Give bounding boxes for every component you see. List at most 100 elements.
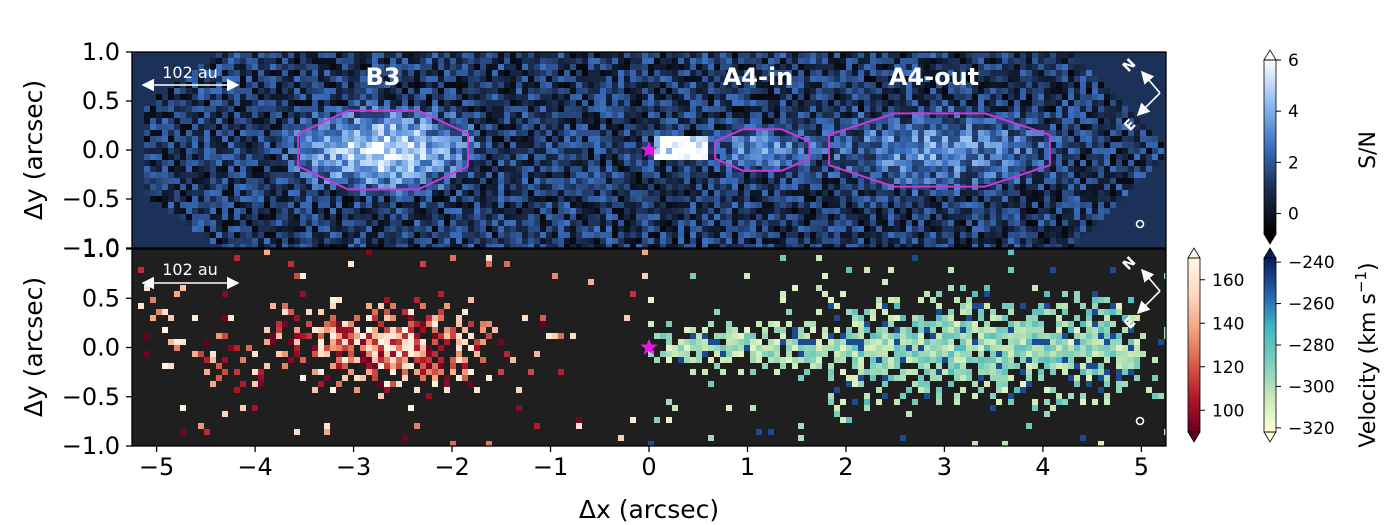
sn-pixel — [360, 160, 366, 166]
sn-pixel — [162, 184, 168, 190]
sn-pixel — [486, 106, 492, 112]
sn-pixel — [732, 124, 738, 130]
sn-pixel — [768, 208, 774, 214]
sn-pixel — [378, 154, 384, 160]
sn-pixel — [528, 106, 534, 112]
sn-pixel — [1152, 154, 1158, 160]
sn-pixel — [960, 142, 966, 148]
sn-pixel — [1110, 172, 1116, 178]
sn-pixel — [726, 124, 732, 130]
sn-pixel — [408, 184, 414, 190]
sn-pixel — [684, 130, 690, 136]
sn-pixel — [918, 88, 924, 94]
sn-pixel — [492, 136, 498, 142]
sn-pixel — [270, 214, 276, 220]
sn-pixel — [462, 136, 468, 142]
sn-pixel — [1050, 226, 1056, 232]
sn-pixel — [300, 154, 306, 160]
sn-pixel — [528, 130, 534, 136]
sn-pixel — [996, 76, 1002, 82]
sn-pixel — [1128, 178, 1134, 184]
sn-pixel — [504, 142, 510, 148]
sn-pixel — [1038, 148, 1044, 154]
sn-pixel — [1134, 118, 1140, 124]
sn-pixel — [270, 232, 276, 238]
sn-pixel — [258, 58, 264, 64]
sn-pixel — [1020, 202, 1026, 208]
sn-pixel — [1128, 142, 1134, 148]
sn-pixel — [228, 52, 234, 58]
sn-pixel — [672, 124, 678, 130]
sn-pixel — [780, 76, 786, 82]
sn-pixel — [276, 118, 282, 124]
sn-pixel — [264, 154, 270, 160]
sn-pixel — [360, 124, 366, 130]
sn-pixel — [666, 202, 672, 208]
sn-pixel — [948, 118, 954, 124]
sn-pixel — [516, 226, 522, 232]
sn-pixel — [978, 226, 984, 232]
sn-pixel — [312, 214, 318, 220]
sn-pixel — [990, 184, 996, 190]
sn-pixel — [582, 70, 588, 76]
sn-pixel — [294, 136, 300, 142]
sn-pixel — [558, 136, 564, 142]
sn-pixel — [192, 124, 198, 130]
sn-pixel — [684, 196, 690, 202]
sn-pixel — [276, 58, 282, 64]
sn-pixel — [1038, 220, 1044, 226]
sn-pixel — [186, 118, 192, 124]
sn-pixel — [780, 118, 786, 124]
sn-pixel — [426, 214, 432, 220]
sn-pixel — [276, 172, 282, 178]
sn-pixel — [792, 112, 798, 118]
sn-pixel — [762, 154, 768, 160]
sn-pixel — [258, 70, 264, 76]
sn-pixel — [690, 52, 696, 58]
sn-pixel — [690, 232, 696, 238]
sn-pixel — [594, 154, 600, 160]
sn-pixel — [180, 214, 186, 220]
sn-pixel — [672, 64, 678, 70]
sn-pixel — [552, 76, 558, 82]
sn-pixel — [810, 202, 816, 208]
sn-pixel — [630, 106, 636, 112]
sn-pixel — [1110, 136, 1116, 142]
sn-pixel — [456, 196, 462, 202]
sn-pixel — [174, 100, 180, 106]
sn-pixel — [534, 100, 540, 106]
sn-pixel — [480, 100, 486, 106]
sn-pixel — [612, 154, 618, 160]
sn-pixel — [246, 76, 252, 82]
sn-pixel — [216, 124, 222, 130]
sn-pixel — [780, 88, 786, 94]
sn-pixel — [546, 76, 552, 82]
sn-pixel — [288, 130, 294, 136]
sn-pixel — [900, 130, 906, 136]
sn-pixel — [378, 58, 384, 64]
sn-pixel — [1128, 112, 1134, 118]
sn-pixel — [396, 232, 402, 238]
sn-pixel — [768, 148, 774, 154]
sn-pixel — [222, 88, 228, 94]
sn-pixel — [420, 52, 426, 58]
sn-pixel — [1116, 130, 1122, 136]
sn-pixel — [864, 166, 870, 172]
sn-pixel — [378, 226, 384, 232]
sn-pixel — [906, 118, 912, 124]
sn-pixel — [654, 58, 660, 64]
sn-pixel — [264, 172, 270, 178]
sn-pixel — [666, 196, 672, 202]
sn-pixel — [732, 226, 738, 232]
sn-pixel — [1086, 196, 1092, 202]
sn-pixel — [300, 184, 306, 190]
sn-pixel — [222, 208, 228, 214]
sn-pixel — [600, 190, 606, 196]
sn-pixel — [714, 64, 720, 70]
sn-pixel — [642, 172, 648, 178]
sn-pixel — [300, 88, 306, 94]
sn-pixel — [342, 100, 348, 106]
sn-pixel — [558, 58, 564, 64]
sn-pixel — [312, 100, 318, 106]
sn-pixel — [312, 160, 318, 166]
